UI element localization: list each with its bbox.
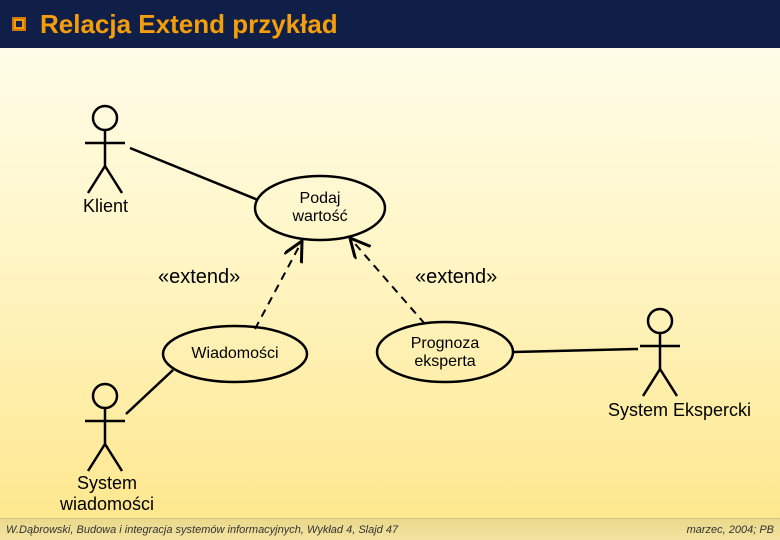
label-podaj-wartosc-text: Podaj wartość	[292, 190, 347, 225]
edge-extend-left	[255, 241, 302, 329]
uml-diagram	[0, 48, 780, 518]
bullet-icon	[12, 17, 26, 31]
label-prognoza: Prognoza eksperta	[408, 335, 482, 372]
label-prognoza-text: Prognoza eksperta	[411, 335, 480, 370]
footer: W.Dąbrowski, Budowa i integracja systemó…	[0, 518, 780, 540]
edge-klient-podaj	[130, 148, 258, 200]
actor-system-wiadomosci	[85, 384, 125, 471]
slide-title: Relacja Extend przykład	[40, 9, 338, 40]
footer-right: marzec, 2004; PB	[687, 524, 774, 536]
actor-klient	[85, 106, 125, 193]
label-system-wiadomosci: System wiadomości	[60, 473, 154, 514]
edge-extend-right	[350, 238, 425, 324]
edge-syswiad-wiadomosci	[126, 370, 173, 414]
label-wiadomosci: Wiadomości	[190, 345, 280, 363]
label-klient: Klient	[83, 196, 128, 217]
edge-sysexp-prognoza	[514, 349, 638, 352]
slide: Relacja Extend przykład	[0, 0, 780, 540]
diagram-area: Klient System wiadomości System Eksperck…	[0, 48, 780, 518]
title-bar: Relacja Extend przykład	[0, 0, 780, 48]
footer-left: W.Dąbrowski, Budowa i integracja systemó…	[6, 524, 398, 536]
label-extend-right: «extend»	[415, 266, 497, 289]
actor-system-ekspercki	[640, 309, 680, 396]
label-extend-left: «extend»	[158, 266, 240, 289]
label-system-ekspercki: System Ekspercki	[608, 400, 751, 421]
label-system-wiadomosci-text: System wiadomości	[60, 473, 154, 514]
label-podaj-wartosc: Podaj wartość	[290, 190, 350, 225]
